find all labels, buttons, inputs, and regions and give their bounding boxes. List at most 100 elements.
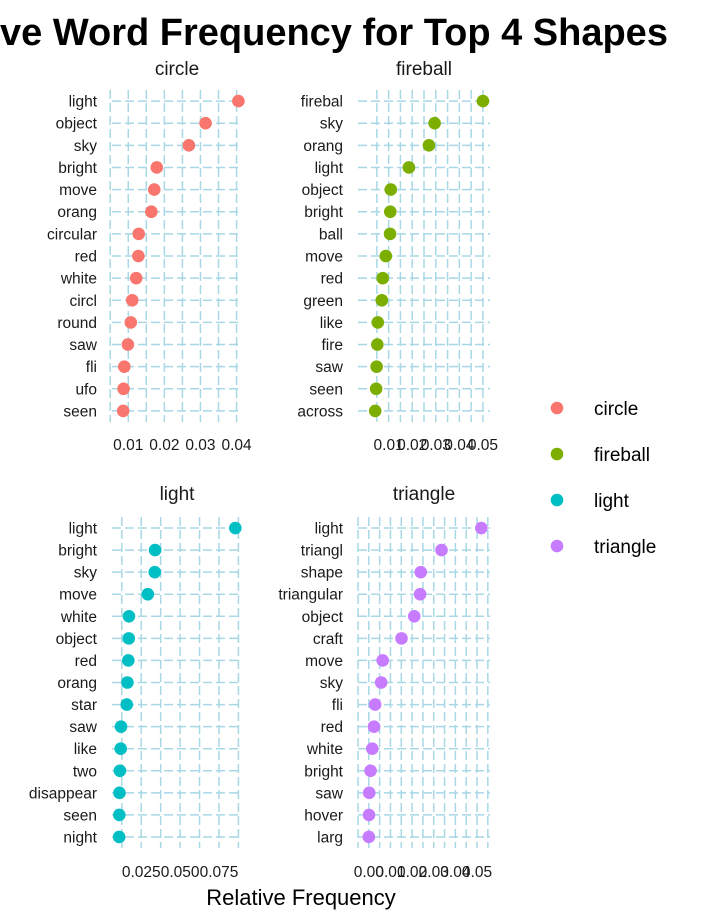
x-tick-label: 0.02	[397, 437, 427, 454]
panel-circle: circle light object sky bright move orang circu…	[47, 59, 252, 454]
category-label: firebal	[301, 94, 343, 111]
category-label: triangl	[301, 543, 343, 560]
x-tick-label: 0.01	[374, 437, 404, 454]
legend-key-triangle	[550, 539, 564, 553]
data-point	[113, 764, 127, 778]
category-label: object	[56, 116, 98, 133]
data-point	[371, 316, 385, 329]
data-point	[379, 249, 393, 263]
data-point	[383, 227, 397, 241]
data-point	[375, 293, 389, 307]
data-point	[370, 360, 383, 373]
x-tick-label: 0.025	[122, 864, 161, 881]
panel-light: light light bright sky move white object red ora…	[29, 484, 242, 881]
category-label: light	[69, 94, 98, 111]
category-label: circular	[47, 226, 97, 243]
data-point	[435, 543, 448, 557]
data-point	[371, 338, 384, 351]
data-point	[374, 676, 388, 689]
data-point	[413, 587, 427, 601]
data-point	[365, 742, 379, 755]
category-label: white	[60, 271, 97, 288]
data-point	[124, 316, 138, 329]
data-point	[384, 183, 398, 196]
chart-title: ve Word Frequency for Top 4 Shapes	[0, 12, 668, 54]
x-tick-label: 0.02	[149, 437, 179, 454]
category-label: fli	[86, 359, 97, 376]
category-label: seen	[309, 381, 343, 398]
category-label: move	[305, 249, 343, 266]
category-label: circl	[69, 293, 97, 310]
x-tick-label: 0.050	[161, 864, 200, 881]
category-label: saw	[315, 785, 343, 802]
category-label: shape	[301, 565, 343, 582]
category-label: across	[297, 403, 343, 420]
category-label: bright	[304, 763, 343, 780]
x-tick-label: 0.04	[440, 864, 471, 881]
data-point	[122, 610, 136, 623]
data-point	[132, 227, 146, 241]
data-point	[475, 521, 488, 535]
category-label: light	[315, 521, 344, 538]
legend-label: light	[594, 491, 630, 512]
data-point	[120, 698, 134, 711]
category-label: orang	[303, 138, 343, 155]
category-label: craft	[313, 631, 344, 648]
category-label: two	[73, 763, 97, 780]
category-label: bright	[58, 160, 97, 177]
category-label: disappear	[29, 785, 97, 802]
x-tick-label: 0.02	[397, 864, 427, 881]
category-label: red	[321, 271, 343, 288]
legend-label: fireball	[594, 445, 650, 466]
x-tick-label: 0.01	[113, 437, 143, 454]
category-label: like	[74, 741, 97, 758]
category-label: bright	[304, 204, 343, 221]
data-point	[113, 808, 126, 822]
data-point	[122, 632, 136, 645]
legend-label: circle	[594, 399, 638, 420]
category-label: sky	[74, 138, 98, 155]
category-label: object	[302, 609, 344, 626]
data-point	[362, 808, 376, 822]
data-point	[368, 404, 382, 418]
category-label: red	[321, 719, 343, 736]
data-point	[148, 565, 162, 579]
panel-strip-label: triangle	[393, 484, 455, 505]
category-label: like	[320, 315, 343, 332]
x-tick-label: 0.03	[421, 437, 451, 454]
category-label: sky	[74, 565, 98, 582]
data-point	[364, 764, 377, 778]
category-label: green	[303, 293, 343, 310]
category-label: move	[59, 587, 97, 604]
data-point	[362, 786, 376, 800]
panel-strip-label: light	[160, 484, 196, 505]
data-point	[117, 382, 130, 396]
data-point	[362, 830, 376, 844]
panels: circle light object sky bright move orang circu…	[29, 59, 498, 881]
category-label: red	[75, 653, 97, 670]
data-point	[114, 720, 128, 733]
data-point	[229, 521, 242, 535]
data-point	[402, 161, 416, 174]
category-label: sky	[320, 116, 344, 133]
panel-triangle: triangle light triangl shape triangular objec…	[278, 484, 492, 881]
category-label: white	[60, 609, 97, 626]
category-label: saw	[69, 719, 97, 736]
panel-strip-label: circle	[155, 59, 199, 80]
category-label: round	[57, 315, 97, 332]
data-point	[148, 543, 162, 557]
category-label: fli	[332, 697, 343, 714]
data-point	[145, 205, 158, 219]
category-label: saw	[315, 359, 343, 376]
data-point	[117, 360, 131, 373]
category-label: object	[302, 182, 344, 199]
x-tick-label: 0.075	[200, 864, 239, 881]
data-point	[368, 698, 382, 711]
category-label: ball	[319, 226, 343, 243]
data-point	[369, 382, 383, 396]
x-tick-label: 0.00	[354, 864, 385, 881]
legend: circle fireball light triangle	[550, 399, 656, 558]
x-axis-label: Relative Frequency	[206, 885, 396, 910]
data-point	[414, 565, 428, 579]
